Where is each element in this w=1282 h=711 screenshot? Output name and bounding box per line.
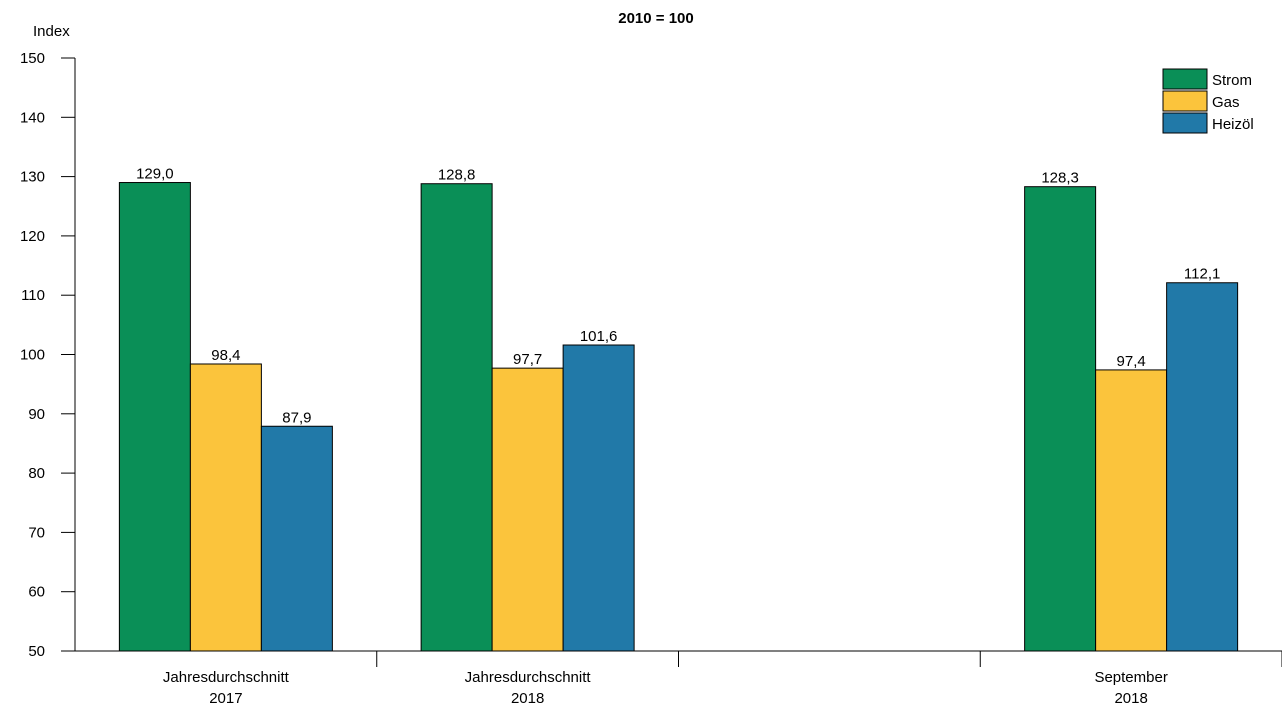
bar-value-label: 97,7	[513, 351, 542, 368]
bar-value-label: 112,1	[1184, 266, 1220, 283]
bar-strom	[118, 182, 191, 652]
legend-label: Gas	[1212, 94, 1240, 111]
bar-gas	[1095, 369, 1168, 652]
x-category-label: 2017	[209, 690, 242, 707]
axes: 50 60 70 80 90 100 110 120 130 140 150 Jahresdurchs…	[20, 50, 1282, 707]
bar-gas	[491, 367, 564, 652]
y-tick-label: 80	[28, 465, 45, 482]
y-tick-label: 130	[20, 169, 45, 186]
x-category-label: 2018	[1114, 690, 1147, 707]
bar-heizöl	[1166, 282, 1239, 652]
bar-strom	[1024, 186, 1097, 652]
legend-swatch-strom	[1162, 68, 1208, 90]
x-category-label: 2018	[511, 690, 544, 707]
legend-label: Heizöl	[1212, 116, 1254, 133]
bar-value-label: 87,9	[282, 409, 311, 426]
y-tick-label: 70	[28, 524, 45, 541]
bar-heizöl	[562, 344, 635, 652]
y-tick-label: 140	[20, 109, 45, 126]
y-tick-label: 50	[28, 643, 45, 660]
bar-strom	[420, 183, 493, 652]
bar-value-label: 128,3	[1041, 170, 1079, 187]
y-tick-label: 150	[20, 50, 45, 67]
chart-title: 2010 = 100	[618, 10, 694, 27]
bar-gas	[189, 363, 262, 652]
x-category-label: Jahresdurchschnitt	[465, 669, 592, 686]
bar-value-label: 97,4	[1117, 353, 1146, 370]
bar-value-label: 129,0	[136, 166, 174, 183]
y-tick-label: 110	[21, 287, 45, 304]
legend: Strom Gas Heizöl	[1162, 68, 1254, 134]
y-tick-label: 60	[28, 584, 45, 601]
y-tick-label: 90	[28, 406, 45, 423]
bar-value-label: 128,8	[438, 167, 476, 184]
y-tick-label: 120	[20, 228, 45, 245]
legend-swatch-heizöl	[1162, 112, 1208, 134]
bar-value-label: 101,6	[580, 328, 618, 345]
x-category-label: Jahresdurchschnitt	[163, 669, 290, 686]
bar-heizöl	[260, 425, 333, 652]
legend-label: Strom	[1212, 72, 1252, 89]
x-category-label: September	[1094, 669, 1167, 686]
bars: 129,0 98,4 87,9 128,8 97,7 101,6 128,3 97,4 112,…	[118, 166, 1239, 652]
legend-swatch-gas	[1162, 90, 1208, 112]
bar-value-label: 98,4	[211, 347, 240, 364]
y-axis-label: Index	[33, 23, 70, 40]
y-tick-label: 100	[20, 347, 45, 364]
